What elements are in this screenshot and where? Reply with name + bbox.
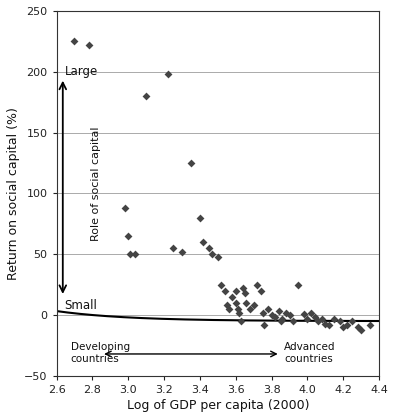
Point [229,293,235,300]
Point [86,41,92,48]
Point [164,71,171,78]
Point [301,310,307,317]
Point [234,305,241,312]
Point [247,305,253,312]
Point [238,318,244,324]
Point [295,281,302,288]
Point [354,324,361,331]
Point [337,318,343,324]
Point [243,300,250,306]
Point [206,245,212,251]
Point [241,290,248,297]
Text: Small: Small [64,299,98,312]
Point [331,316,337,322]
Point [277,318,284,324]
Point [311,314,318,321]
Point [260,309,266,316]
Point [125,233,132,239]
Point [250,302,257,309]
Point [226,305,232,312]
Point [308,309,314,316]
Point [261,321,267,328]
Point [304,316,310,322]
Point [322,320,329,327]
Point [143,93,149,99]
Point [236,309,243,316]
Point [269,312,275,318]
Point [233,300,239,306]
Point [214,253,221,260]
Point [315,318,322,324]
Point [188,160,194,166]
Point [340,324,346,331]
Point [283,309,289,316]
Text: Role of social capital: Role of social capital [91,127,101,241]
Y-axis label: Return on social capital (%): Return on social capital (%) [7,107,20,280]
Point [254,281,260,288]
Point [265,305,271,312]
Point [276,308,282,315]
Point [132,251,139,258]
Point [258,287,264,294]
Point [286,312,293,318]
Text: Advanced
countries: Advanced countries [284,342,336,364]
Point [218,281,225,288]
Point [224,302,230,309]
Point [326,321,332,328]
Point [170,245,176,251]
Point [197,215,203,221]
X-axis label: Log of GDP per capita (2000): Log of GDP per capita (2000) [126,399,309,412]
Point [290,318,296,324]
Text: Developing
countries: Developing countries [71,342,130,364]
Point [121,204,128,211]
Point [233,287,239,294]
Point [240,285,246,292]
Point [279,316,286,322]
Point [200,239,207,246]
Point [344,321,350,328]
Text: Large: Large [64,65,98,78]
Point [319,316,325,322]
Point [179,248,185,255]
Point [367,321,373,328]
Point [349,318,356,324]
Point [209,251,216,258]
Point [71,38,77,45]
Point [272,314,278,321]
Point [222,287,228,294]
Point [358,326,364,333]
Point [127,251,133,258]
